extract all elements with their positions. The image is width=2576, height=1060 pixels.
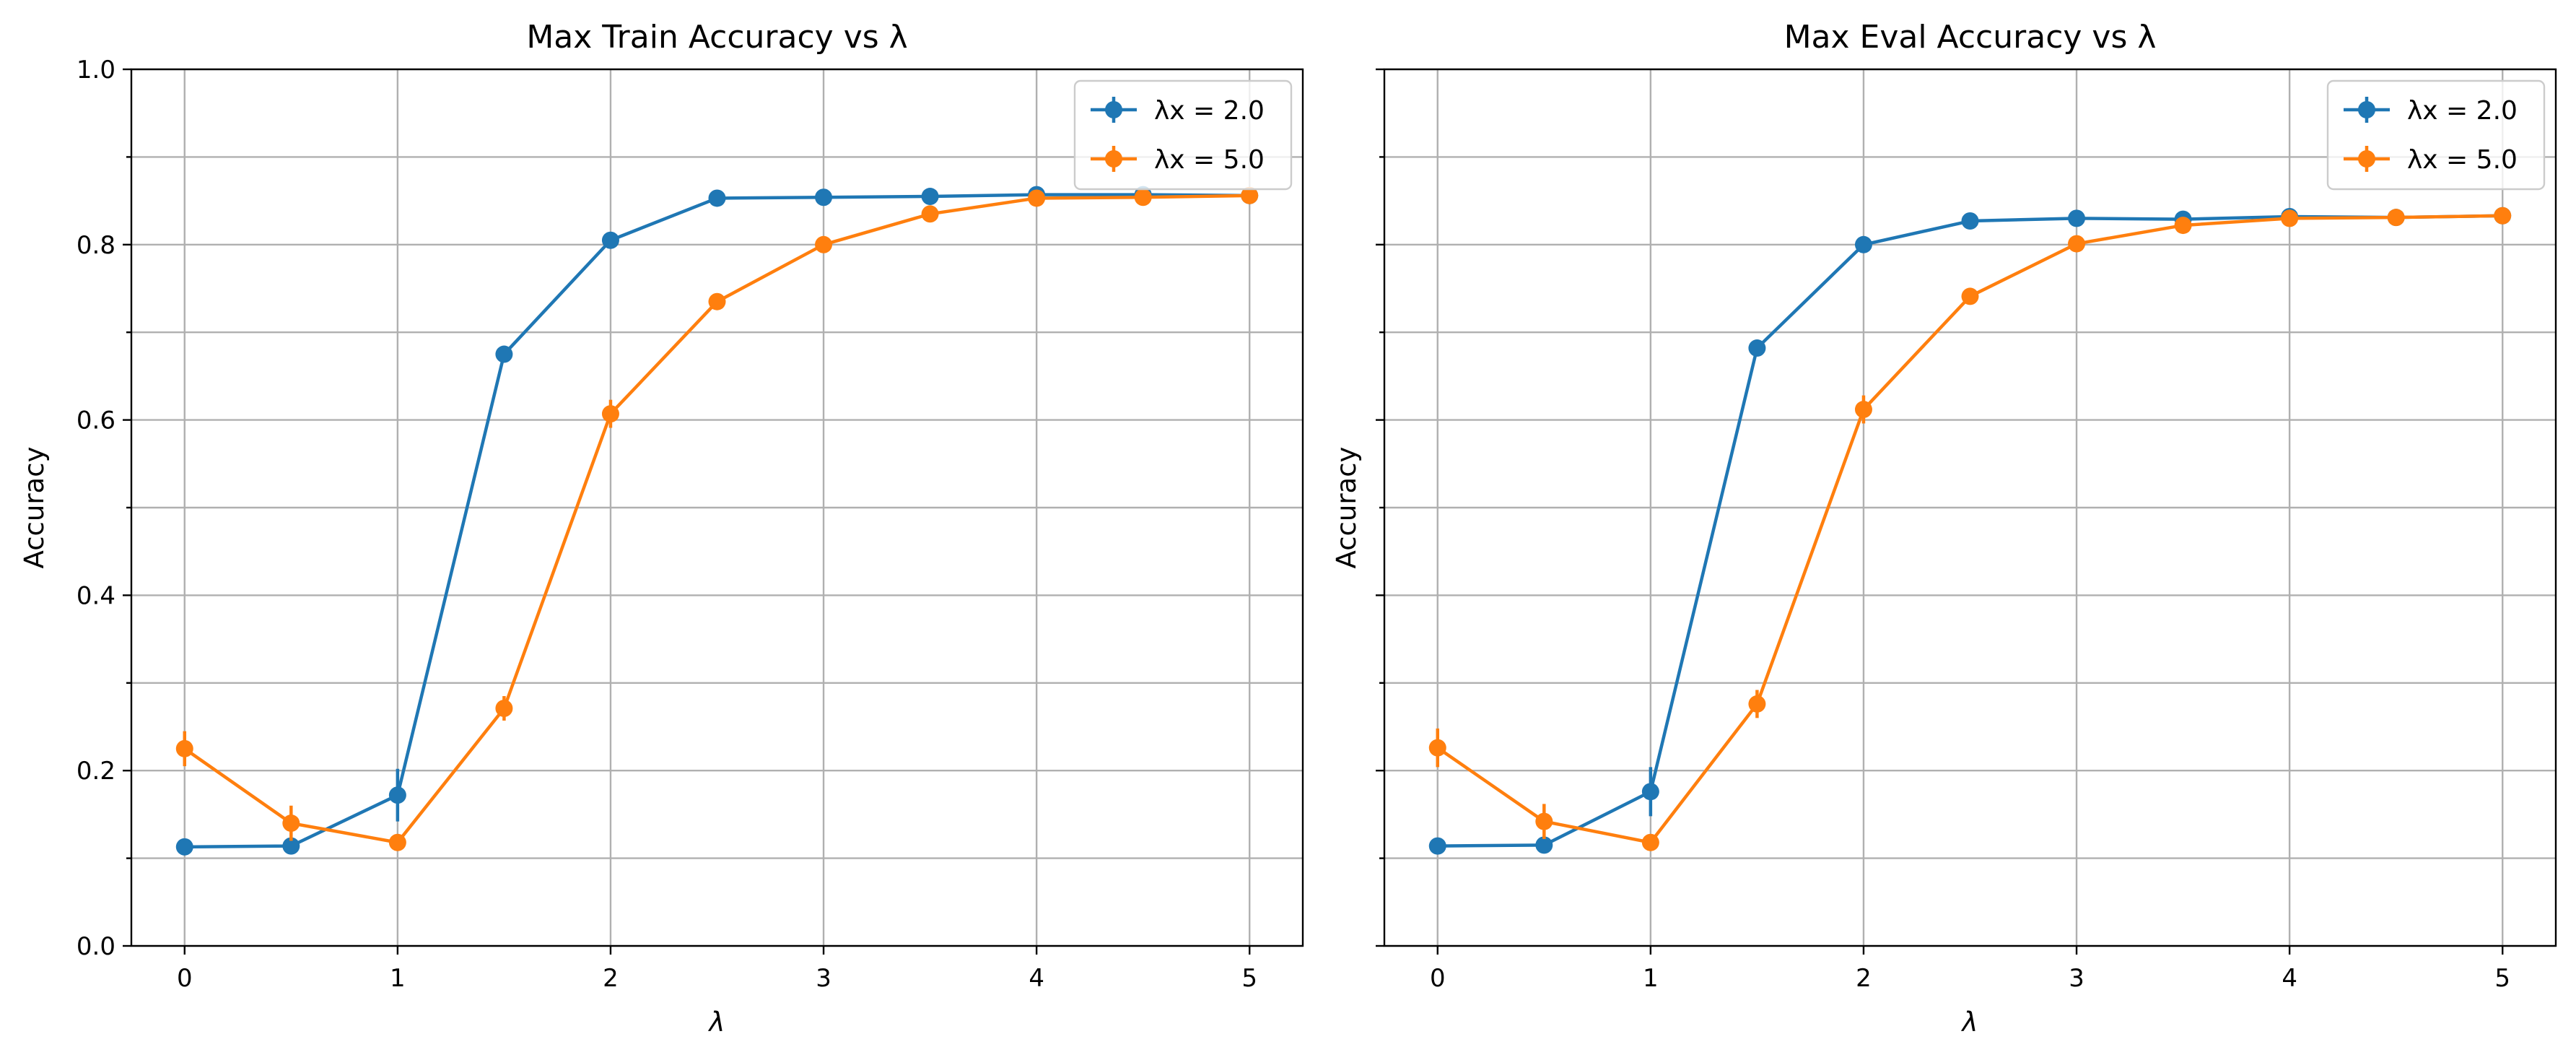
legend-box — [2326, 79, 2546, 191]
data-point — [175, 838, 193, 856]
data-point — [2281, 209, 2299, 227]
legend-marker — [2358, 101, 2375, 118]
data-point — [1428, 739, 1446, 757]
data-point — [388, 833, 406, 851]
x-tick-label: 2 — [603, 964, 619, 993]
y-axis-label: Accuracy — [19, 447, 50, 569]
legend-box — [1073, 79, 1293, 191]
data-point — [495, 700, 513, 718]
series-line — [184, 193, 1250, 849]
data-point — [2494, 207, 2512, 225]
data-point — [1961, 212, 1979, 230]
data-point — [1241, 186, 1259, 204]
x-tick-label: 4 — [2282, 964, 2297, 993]
chart-panel-0: 0 1 2 3 4 5 0.0 0.2 0.4 0.6 0.8 1.0 Max Train Accura… — [19, 19, 1304, 1038]
data-point — [282, 814, 300, 833]
data-point — [282, 837, 300, 855]
legend-label: λx = 5.0 — [2407, 145, 2518, 175]
series-line — [1436, 214, 2503, 844]
x-axis-label: λ — [1961, 1007, 1978, 1038]
data-point — [921, 188, 939, 206]
legend-marker — [1105, 101, 1122, 118]
data-point — [815, 188, 833, 207]
chart-panel-1: 0 1 2 3 4 5 Max Eval Accuracy vs λ λ Accuracy λx … — [1331, 19, 2557, 1038]
series-1 — [1428, 207, 2512, 851]
plot-frame — [130, 68, 1304, 947]
data-point — [921, 205, 939, 223]
data-point — [1535, 812, 1553, 830]
chart-title: Max Eval Accuracy vs λ — [1784, 19, 2157, 56]
series-1 — [175, 186, 1259, 851]
x-tick-label: 4 — [1029, 964, 1044, 993]
series-0 — [175, 186, 1259, 856]
y-axis-label: Accuracy — [1331, 447, 1362, 569]
data-point — [1134, 188, 1152, 207]
data-point — [1641, 783, 1659, 801]
x-tick-label: 5 — [1241, 964, 1257, 993]
data-point — [708, 292, 726, 310]
chart-title: Max Train Accuracy vs λ — [526, 19, 907, 56]
x-tick-label: 3 — [2069, 964, 2084, 993]
y-tick-label: 0.0 — [77, 932, 115, 961]
data-point — [175, 739, 193, 757]
x-tick-label: 3 — [816, 964, 831, 993]
data-point — [1748, 695, 1766, 713]
data-point — [1961, 287, 1979, 305]
legend-label: λx = 2.0 — [1154, 96, 1265, 126]
y-tick-label: 0.8 — [77, 231, 115, 260]
data-point — [1854, 235, 1872, 253]
y-tick-label: 0.2 — [77, 757, 115, 786]
series-line — [1437, 214, 2503, 848]
legend-marker — [1105, 150, 1122, 168]
data-point — [388, 786, 406, 804]
x-tick-label: 1 — [390, 964, 406, 993]
data-point — [2068, 235, 2086, 253]
data-point — [2174, 217, 2192, 235]
x-axis-label: λ — [708, 1007, 725, 1038]
data-point — [601, 405, 619, 423]
data-point — [1535, 836, 1553, 854]
data-point — [1854, 401, 1872, 419]
data-point — [2387, 209, 2405, 227]
legend: λx = 2.0 λx = 5.0 — [2326, 79, 2546, 191]
y-tick-label: 1.0 — [77, 56, 115, 84]
data-point — [495, 345, 513, 363]
data-point — [708, 189, 726, 207]
x-tick-label: 2 — [1856, 964, 1872, 993]
legend-label: λx = 5.0 — [1154, 145, 1265, 175]
y-tick-label: 0.4 — [77, 581, 115, 610]
data-point — [1428, 837, 1446, 855]
x-tick-label: 5 — [2494, 964, 2510, 993]
x-tick-label: 0 — [1430, 964, 1446, 993]
legend-marker — [2358, 150, 2375, 168]
data-point — [1748, 339, 1766, 357]
data-point — [1028, 189, 1046, 207]
data-point — [601, 231, 619, 249]
series-line — [183, 194, 1250, 844]
data-point — [1641, 833, 1659, 851]
x-tick-label: 1 — [1643, 964, 1659, 993]
data-point — [2068, 209, 2086, 227]
legend-label: λx = 2.0 — [2407, 96, 2518, 126]
y-tick-label: 0.6 — [77, 407, 115, 435]
legend: λx = 2.0 λx = 5.0 — [1073, 79, 1293, 191]
plot-frame — [1383, 68, 2557, 947]
x-tick-label: 0 — [177, 964, 193, 993]
data-point — [815, 235, 833, 253]
